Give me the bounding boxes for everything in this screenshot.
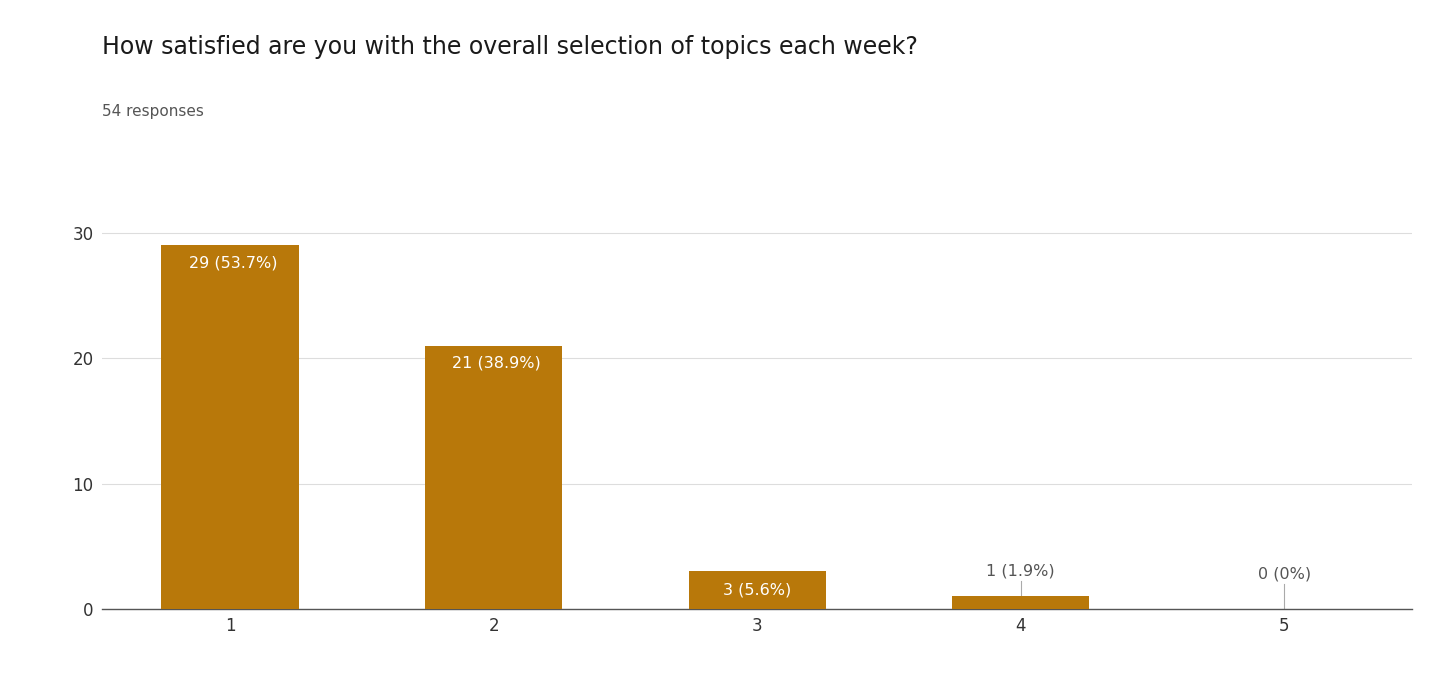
Text: 21 (38.9%): 21 (38.9%) (453, 356, 542, 371)
Bar (162, 245, 298, 609)
Bar (689, 572, 826, 609)
Text: How satisfied are you with the overall selection of topics each week?: How satisfied are you with the overall s… (102, 35, 917, 59)
Text: 29 (53.7%): 29 (53.7%) (189, 255, 278, 271)
Text: 54 responses: 54 responses (102, 104, 204, 119)
Text: 1 (1.9%): 1 (1.9%) (986, 564, 1056, 579)
Bar (425, 345, 562, 609)
Text: 0 (0%): 0 (0%) (1258, 566, 1310, 581)
Text: 3 (5.6%): 3 (5.6%) (724, 583, 791, 598)
Bar (952, 597, 1089, 609)
